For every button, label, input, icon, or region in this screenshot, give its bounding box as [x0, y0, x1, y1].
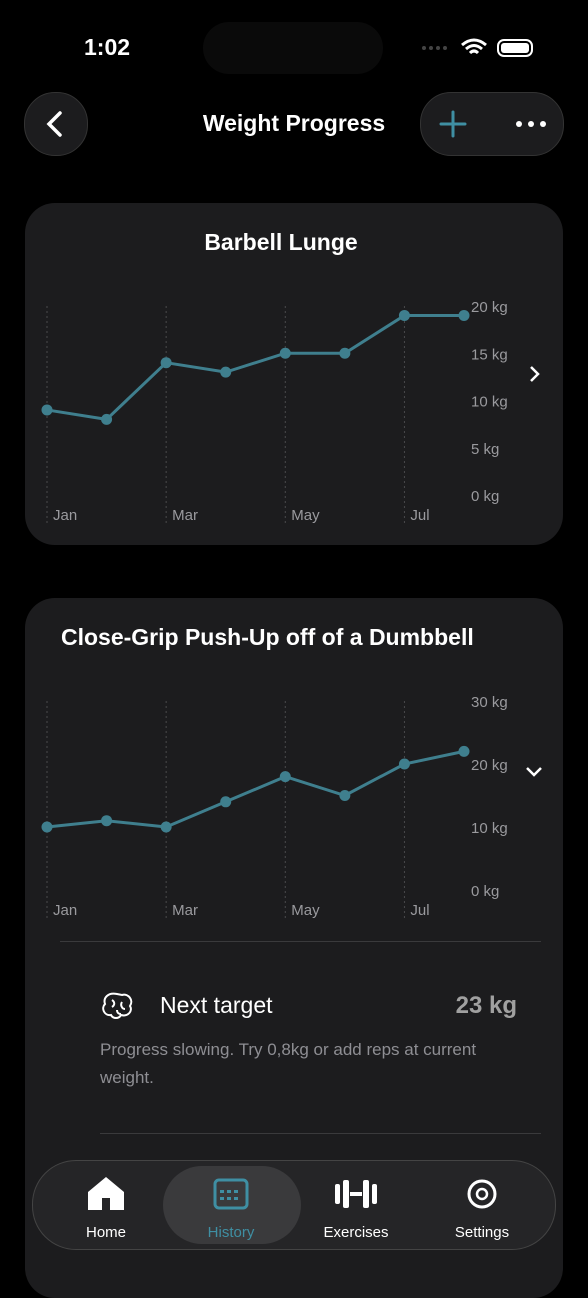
back-button[interactable] [24, 92, 88, 156]
y-tick-label: 10 kg [471, 820, 508, 837]
target-label: Next target [160, 992, 273, 1018]
point [279, 771, 291, 783]
point [160, 821, 172, 833]
x-tick-label: Jan [53, 507, 77, 524]
point [279, 347, 291, 359]
point [398, 758, 410, 770]
chart-title: Barbell Lunge [204, 229, 357, 255]
point [220, 796, 232, 808]
divider [100, 1133, 541, 1134]
x-tick-label: Mar [172, 902, 198, 919]
x-tick-label: Mar [172, 507, 198, 524]
status-icons [422, 38, 533, 57]
point [220, 366, 232, 378]
tab-exercises[interactable]: Exercises [323, 1224, 389, 1241]
chart-title: Close-Grip Push-Up off of a Dumbbell [61, 624, 474, 650]
chart: Close-Grip Push-Up off of a Dumbbell Jan M… [41, 624, 542, 919]
more-button[interactable] [516, 121, 546, 127]
back-icon [46, 111, 62, 137]
y-tick-label: 30 kg [471, 694, 508, 711]
chevron-down [526, 767, 542, 777]
y-tick-label: 20 kg [471, 757, 508, 774]
target-note: Progress slowing. Try 0,8kg or add reps … [100, 1040, 477, 1087]
x-tick-label: May [291, 507, 320, 524]
chart-card[interactable]: Barbell Lunge Jan Mar May Jul 0 kg 5 kg 10 kg 15… [25, 203, 563, 545]
point [101, 413, 113, 425]
page-title: Weight Progress [202, 110, 386, 136]
point [339, 790, 351, 801]
add-button[interactable] [439, 110, 467, 138]
point [458, 745, 470, 757]
action-icons [439, 110, 546, 138]
point [160, 357, 172, 369]
point [101, 815, 113, 827]
point [458, 309, 470, 321]
point [41, 821, 53, 833]
chart: Barbell Lunge Jan Mar May Jul 0 kg 5 kg 10 kg 15… [41, 229, 540, 524]
divider [60, 941, 541, 942]
tab-history[interactable]: History [207, 1224, 255, 1241]
point [398, 309, 410, 321]
y-tick-label: 20 kg [471, 299, 508, 316]
target-value: 23 kg [455, 992, 517, 1019]
tab-home[interactable]: Home [85, 1224, 127, 1241]
tab-settings[interactable]: Settings [454, 1224, 510, 1241]
x-tick-label: Jul [410, 902, 429, 919]
y-tick-label: 10 kg [471, 394, 508, 411]
dynamic-island [203, 22, 383, 74]
x-tick-label: Jan [53, 902, 77, 919]
x-tick-label: Jul [410, 507, 429, 524]
point [339, 347, 351, 359]
brain-icon [102, 992, 133, 1019]
point [41, 404, 53, 416]
y-tick-label: 5 kg [471, 441, 499, 458]
y-tick-label: 0 kg [471, 488, 499, 505]
line [46, 313, 464, 421]
chevron-right [530, 366, 540, 382]
x-tick-label: May [291, 902, 320, 919]
actions-pill [420, 92, 564, 156]
line [46, 749, 465, 829]
tab-icons [88, 1177, 497, 1210]
status-time: 1:02 [84, 34, 131, 60]
tab-bar [32, 1160, 556, 1250]
y-tick-label: 15 kg [471, 346, 508, 363]
y-tick-label: 0 kg [471, 883, 499, 900]
